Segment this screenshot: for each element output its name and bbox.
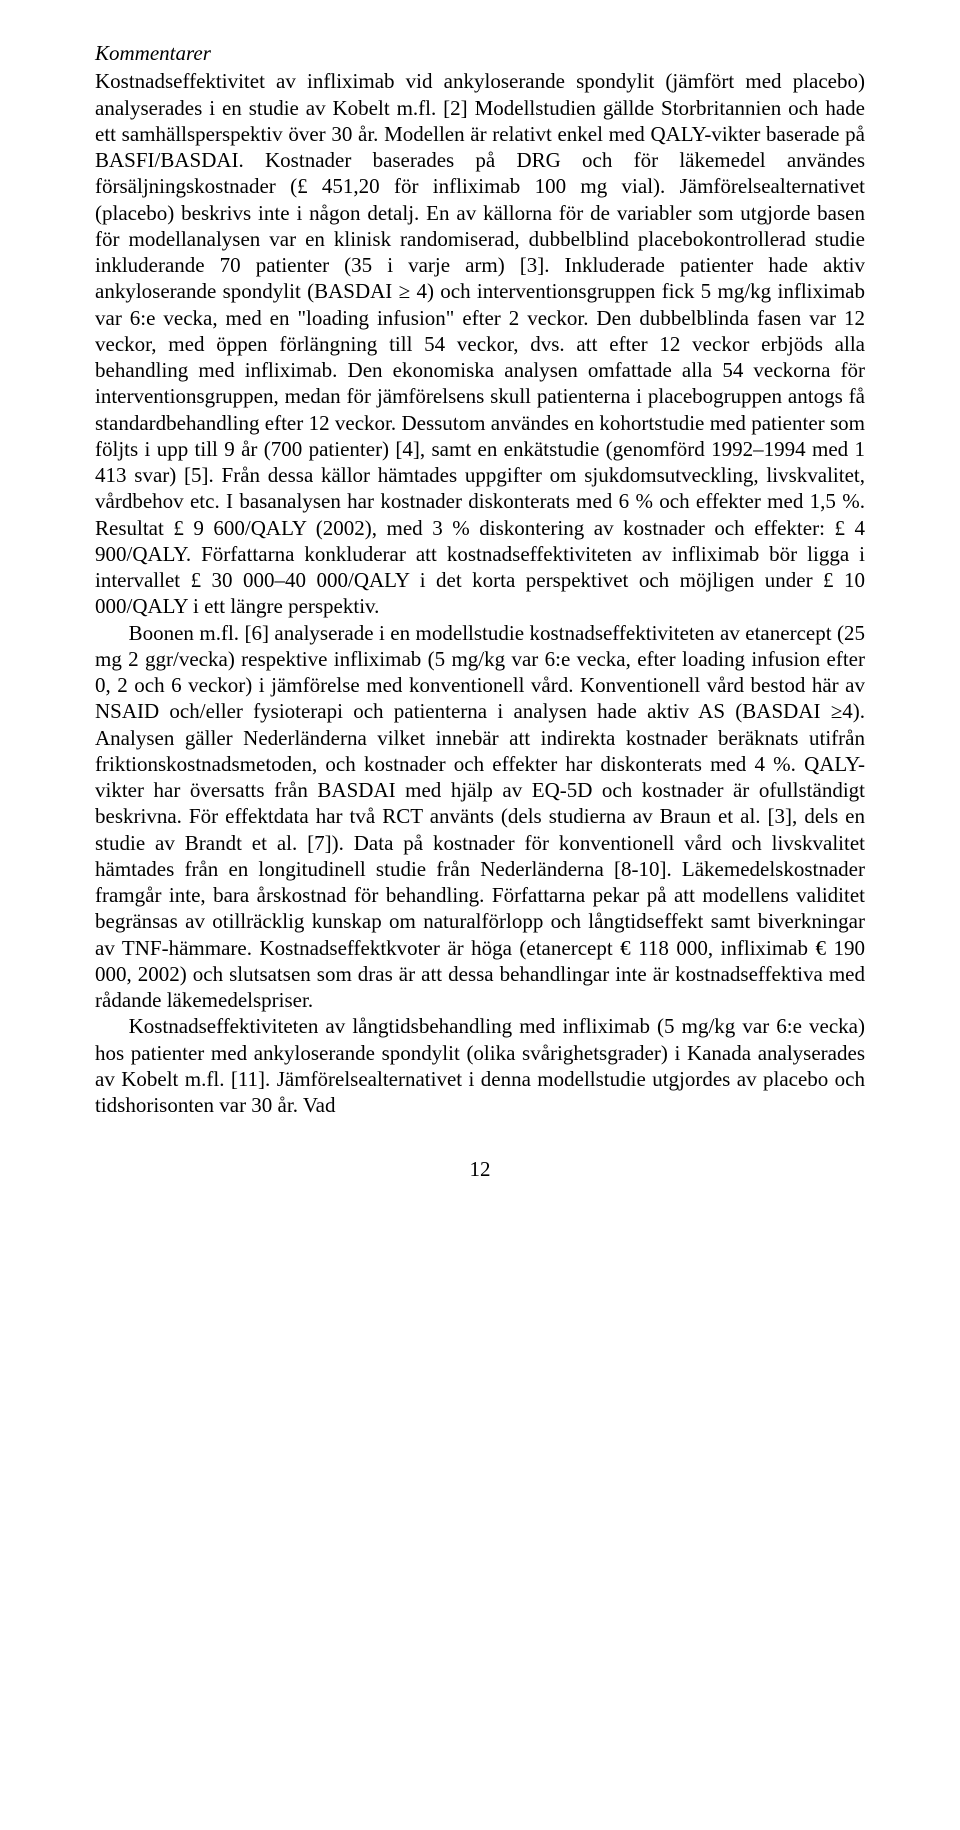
body-paragraph: Boonen m.fl. [6] analyserade i en modell… xyxy=(95,620,865,1014)
section-heading: Kommentarer xyxy=(95,40,865,66)
body-paragraph: Kostnadseffektivitet av infliximab vid a… xyxy=(95,68,865,619)
page-number: 12 xyxy=(95,1156,865,1182)
body-paragraph: Kostnadseffektiviteten av långtidsbehand… xyxy=(95,1013,865,1118)
document-page: Kommentarer Kostnadseffektivitet av infl… xyxy=(0,0,960,1830)
